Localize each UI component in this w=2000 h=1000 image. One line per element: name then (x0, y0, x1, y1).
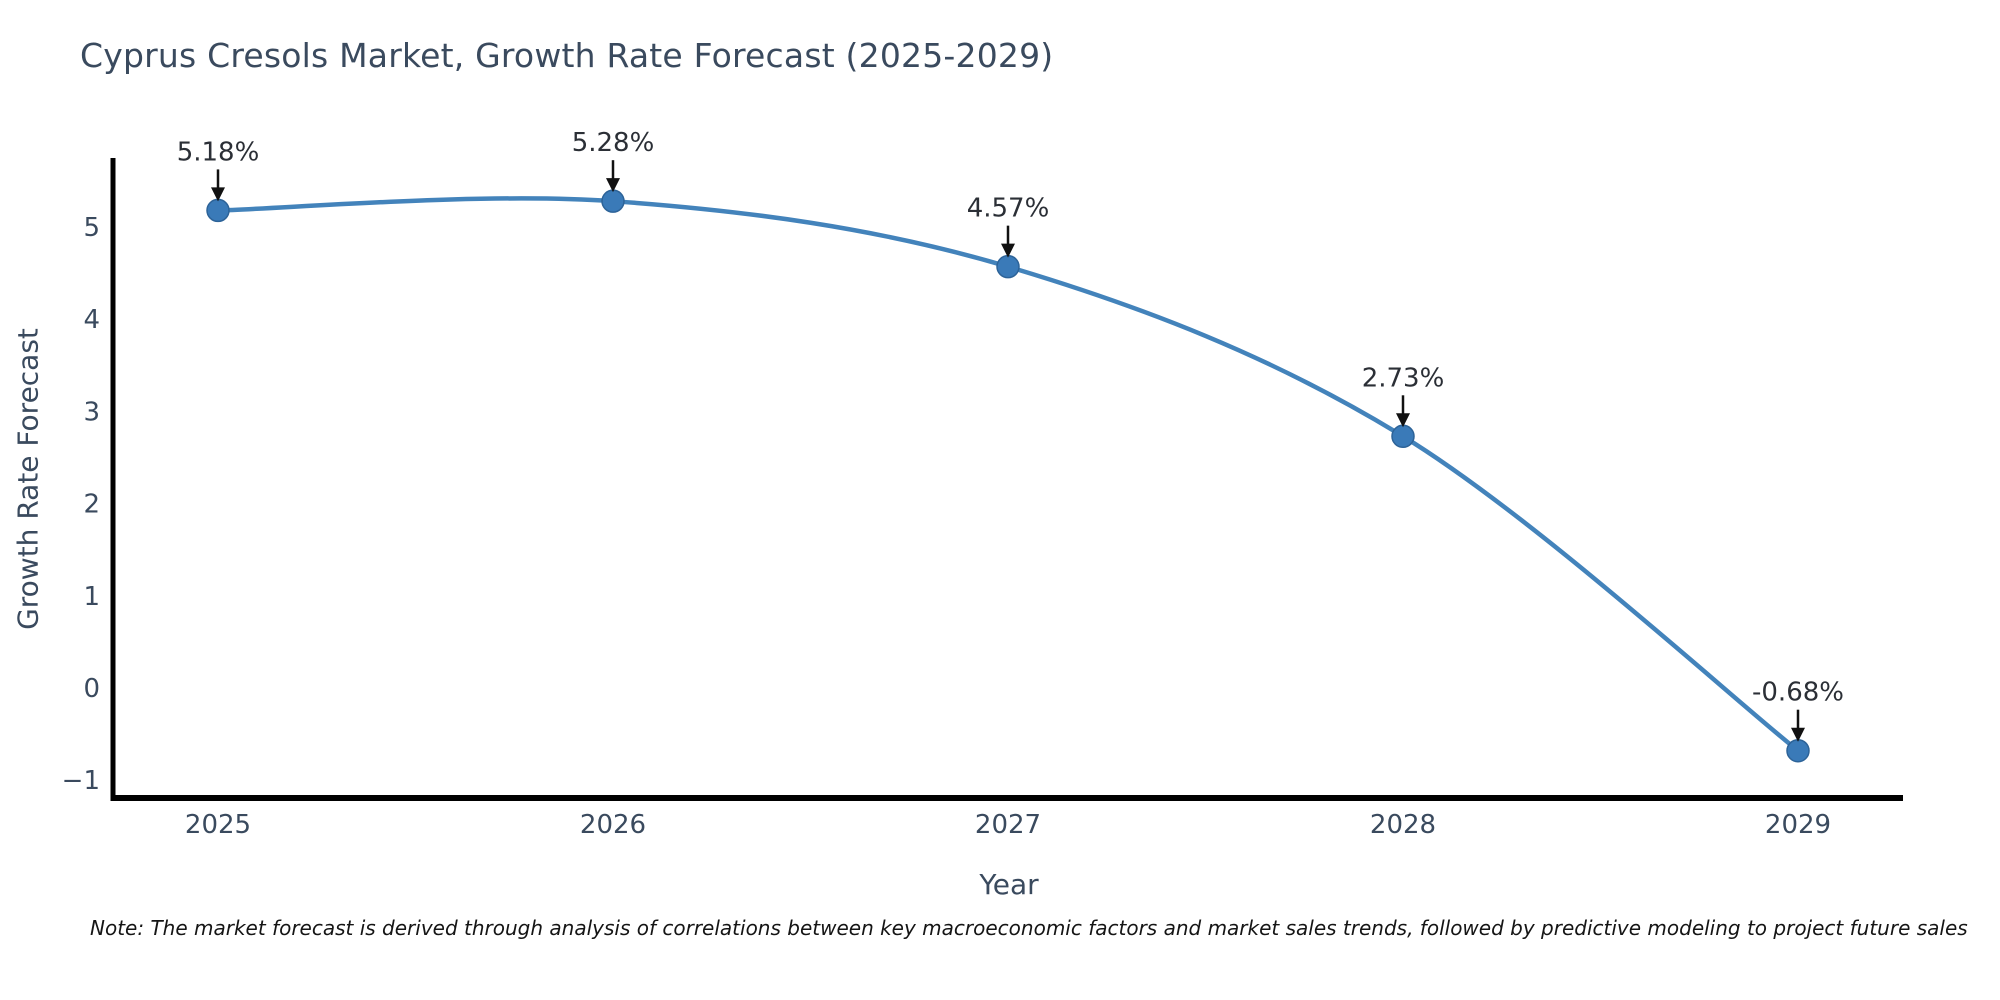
x-tick-label: 2027 (975, 810, 1041, 840)
x-tick-label: 2025 (185, 810, 251, 840)
y-axis-title: Growth Rate Forecast (11, 328, 45, 630)
x-axis-title: Year (979, 868, 1039, 901)
chart-title: Cyprus Cresols Market, Growth Rate Forec… (80, 36, 1054, 75)
x-tick-label: 2029 (1765, 810, 1831, 840)
y-tick-label: 2 (83, 490, 100, 520)
data-point-marker (1391, 424, 1415, 449)
point-value-label: -0.68% (1752, 678, 1844, 708)
data-point-marker (601, 189, 625, 213)
annotation-arrow-head (606, 178, 620, 193)
point-value-label: 5.18% (177, 137, 260, 167)
y-tick-label: 3 (83, 397, 100, 427)
annotation-arrow-head (1001, 243, 1015, 258)
x-tick-label: 2026 (580, 810, 646, 840)
data-point-marker (206, 198, 230, 223)
series-line (215, 196, 1801, 753)
footnote: Note: The market forecast is derived thr… (90, 916, 1968, 940)
y-tick-label: 5 (83, 213, 100, 243)
y-tick-label: 0 (83, 674, 100, 704)
annotation-arrow-head (1396, 413, 1410, 428)
point-value-label: 2.73% (1362, 363, 1445, 393)
point-value-label: 5.28% (572, 128, 655, 158)
point-value-label: 4.57% (967, 194, 1050, 224)
y-tick-label: 1 (83, 582, 100, 612)
y-tick-label: 4 (83, 305, 100, 335)
data-point-marker (1786, 738, 1810, 763)
y-tick-label: −1 (62, 766, 100, 796)
annotation-arrow-head (1791, 727, 1805, 742)
data-point-marker (996, 254, 1020, 279)
annotation-arrow-head (211, 187, 225, 202)
x-tick-label: 2028 (1370, 810, 1436, 840)
